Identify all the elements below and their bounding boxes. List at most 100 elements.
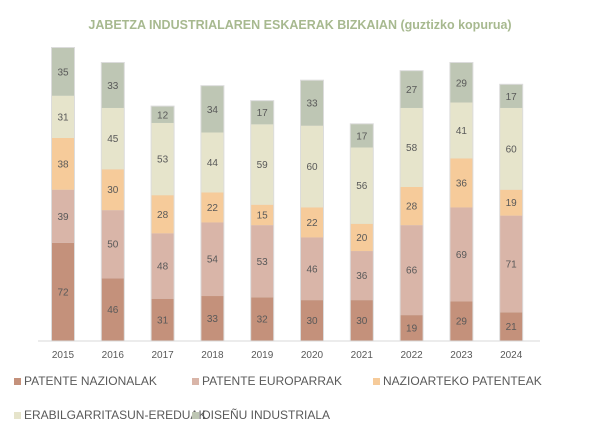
x-tick-label: 2020 <box>301 350 324 361</box>
bar-segment <box>450 158 473 208</box>
data-label: 36 <box>356 271 368 282</box>
bar-segment <box>101 278 124 341</box>
bar-stack-2022: 19 66 28 58 27 <box>399 70 424 341</box>
bar-segment <box>201 296 224 341</box>
data-label: 38 <box>57 159 69 170</box>
data-label: 69 <box>456 250 468 261</box>
bar-stack-2021: 30 36 20 56 17 <box>349 123 374 341</box>
x-tick-label: 2018 <box>201 350 224 361</box>
legend-label: PATENTE NAZIONALAK <box>24 374 157 388</box>
legend-swatch <box>14 377 21 385</box>
bar-segment <box>251 204 274 226</box>
data-label: 29 <box>456 317 468 328</box>
data-label: 30 <box>107 185 119 196</box>
bar-segment <box>301 237 323 301</box>
data-label: 17 <box>506 92 518 103</box>
bar-segment <box>301 125 323 208</box>
data-label: 59 <box>257 160 269 171</box>
data-label: 46 <box>107 305 119 316</box>
legend-label: PATENTE EUROPARRAK <box>202 374 343 388</box>
bar-segment <box>251 124 274 205</box>
data-label: 21 <box>506 322 518 333</box>
bar-stack-2017: 31 48 28 53 12 <box>150 105 175 341</box>
bar-segment <box>101 210 124 279</box>
bar-segment <box>301 207 323 238</box>
bar-segment <box>450 301 473 341</box>
bar-segment <box>500 215 523 313</box>
bar-segment <box>151 195 174 234</box>
data-label: 28 <box>406 202 418 213</box>
legend-swatch <box>373 377 380 385</box>
x-tick-label: 2015 <box>52 350 75 361</box>
legend-item-nazioarteko-patenteak: NAZIOARTEKO PATENTEAK <box>373 374 542 388</box>
x-tick-label: 2022 <box>400 350 423 361</box>
legend-item-patente-nazionalak: PATENTE NAZIONALAK <box>14 374 157 388</box>
bar-segment <box>101 169 124 211</box>
x-tick-label: 2023 <box>450 350 473 361</box>
bar-segment <box>52 137 74 190</box>
legend-label: ERABILGARRITASUN-EREDUAK <box>24 408 207 422</box>
data-label: 20 <box>356 233 368 244</box>
bar-segment <box>450 102 473 159</box>
bar-segment <box>500 84 523 108</box>
data-label: 31 <box>57 112 69 123</box>
x-tick-label: 2019 <box>251 350 274 361</box>
bar-segment <box>400 187 423 226</box>
bars-group: 72 39 38 31 35 46 50 30 45 33 31 48 28 53 12 33 54 22 44 34… <box>51 47 524 342</box>
bar-segment <box>400 225 423 316</box>
legend-label: DISEÑU INDUSTRIALA <box>202 408 331 422</box>
data-label: 15 <box>257 210 269 221</box>
chart-title-main: JABETZA INDUSTRIALAREN ESKAERAK BIZKAIAN <box>88 18 397 32</box>
bar-segment <box>350 223 373 252</box>
bar-segment <box>101 107 124 170</box>
bar-segment <box>201 222 224 297</box>
data-label: 17 <box>257 108 269 119</box>
bar-segment <box>151 106 174 123</box>
data-label: 44 <box>207 158 219 169</box>
bar-segment <box>500 312 523 341</box>
x-tick-label: 2024 <box>500 350 523 361</box>
data-label: 39 <box>57 212 69 223</box>
data-label: 34 <box>207 105 219 116</box>
bar-segment <box>151 298 174 341</box>
bar-segment <box>151 233 174 299</box>
bar-segment <box>201 192 224 223</box>
data-label: 36 <box>456 178 468 189</box>
data-label: 54 <box>207 255 219 266</box>
bar-stack-2019: 32 53 15 59 17 <box>250 100 275 341</box>
data-label: 46 <box>306 264 318 275</box>
bar-segment <box>52 242 74 341</box>
x-tick-label: 2017 <box>151 350 174 361</box>
data-label: 53 <box>157 155 169 166</box>
bar-segment <box>52 95 74 138</box>
bar-segment <box>52 48 74 96</box>
data-label: 45 <box>107 134 119 145</box>
data-label: 58 <box>406 143 418 154</box>
bar-stack-2016: 46 50 30 45 33 <box>100 61 125 342</box>
data-label: 30 <box>356 316 368 327</box>
bar-segment <box>350 251 373 301</box>
data-label: 17 <box>356 131 368 142</box>
bar-segment <box>251 101 274 125</box>
data-label: 60 <box>506 144 518 155</box>
data-label: 27 <box>406 85 418 96</box>
data-label: 19 <box>406 324 418 335</box>
data-label: 53 <box>257 257 269 268</box>
data-label: 32 <box>257 315 269 326</box>
data-label: 72 <box>57 287 69 298</box>
chart-title: JABETZA INDUSTRIALAREN ESKAERAK BIZKAIAN… <box>0 18 600 32</box>
data-label: 48 <box>157 262 169 273</box>
x-tick-label: 2021 <box>351 350 374 361</box>
legend-swatch <box>14 411 21 419</box>
data-label: 41 <box>456 126 468 137</box>
legend-swatch <box>192 377 199 385</box>
data-label: 66 <box>406 266 418 277</box>
legend-item-erabilgarritasun-ereduak: ERABILGARRITASUN-EREDUAK <box>14 408 206 422</box>
data-label: 33 <box>306 99 318 110</box>
bar-stack-2018: 33 54 22 44 34 <box>200 85 225 341</box>
x-tick-labels: 2015 2016 2017 2018 2019 2020 2021 2022 2023 2024 <box>52 350 523 361</box>
bar-segment <box>201 132 224 193</box>
bar-segment <box>450 62 473 103</box>
bar-segment <box>500 107 523 190</box>
data-label: 19 <box>506 198 518 209</box>
